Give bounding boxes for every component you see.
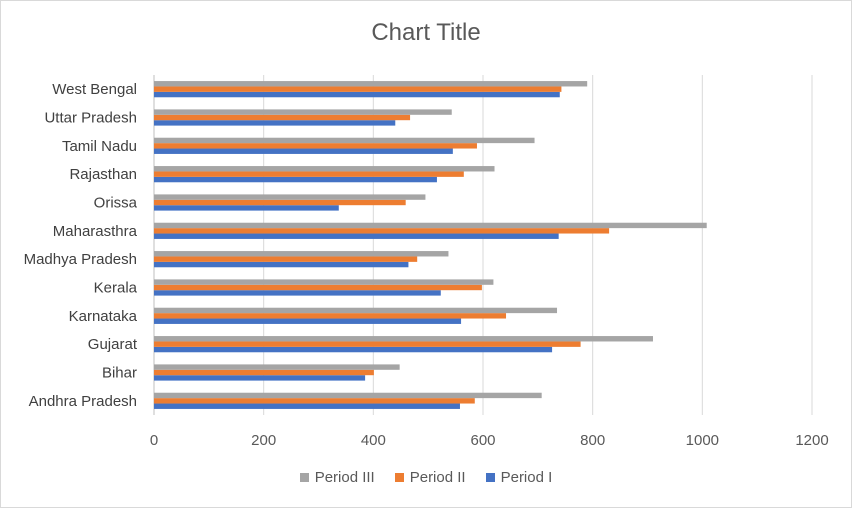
category-label: Maharasthra — [53, 223, 138, 240]
bar-period-ii — [154, 171, 464, 177]
legend-label: Period I — [500, 469, 553, 486]
bar-period-i — [154, 91, 560, 98]
legend-swatch — [485, 473, 495, 482]
x-tick-label: 800 — [580, 432, 605, 449]
bar-period-iii — [154, 81, 588, 87]
bar-period-i — [154, 176, 437, 183]
legend-item: Period III — [299, 469, 375, 486]
category-label: Kerala — [94, 280, 138, 297]
bar-period-ii — [154, 228, 610, 234]
bar-period-iii — [154, 251, 449, 257]
bar-period-i — [154, 290, 441, 296]
legend-swatch — [299, 473, 309, 482]
x-tick-label: 1200 — [795, 432, 828, 449]
bar-period-iii — [154, 194, 426, 200]
legend-item: Period I — [485, 469, 553, 486]
category-label: Tamil Nadu — [62, 138, 137, 155]
bar-period-ii — [154, 398, 475, 404]
category-label: Rajasthan — [69, 166, 137, 183]
bar-period-i — [154, 261, 409, 268]
bar-period-ii — [154, 313, 507, 319]
category-label: Uttar Pradesh — [44, 110, 137, 127]
bar-period-ii — [154, 199, 406, 206]
bar-period-ii — [154, 369, 374, 376]
x-tick-label: 1000 — [686, 432, 719, 449]
bar-period-i — [154, 375, 366, 381]
legend-label: Period III — [314, 469, 375, 486]
bar-period-i — [154, 403, 460, 409]
category-label: Madhya Pradesh — [24, 251, 137, 268]
bar-period-ii — [154, 114, 411, 121]
bar-period-iii — [154, 392, 542, 399]
bar-period-ii — [154, 256, 418, 262]
x-tick-label: 0 — [150, 432, 158, 449]
category-label: Bihar — [102, 365, 137, 382]
bar-period-iii — [154, 222, 707, 229]
bar-period-i — [154, 318, 462, 324]
category-label: Karnataka — [69, 308, 138, 325]
x-tick-label: 400 — [361, 432, 386, 449]
category-label: West Bengal — [52, 81, 137, 98]
legend-label: Period II — [409, 469, 466, 486]
legend-item: Period II — [394, 469, 466, 486]
bar-period-i — [154, 205, 339, 211]
bar-period-ii — [154, 341, 581, 347]
bar-period-i — [154, 233, 559, 239]
bar-period-iii — [154, 364, 400, 370]
bar-period-i — [154, 148, 453, 154]
legend: Period III Period II Period I — [1, 469, 851, 486]
bar-period-iii — [154, 137, 535, 144]
bar-period-iii — [154, 307, 558, 314]
bar-period-iii — [154, 166, 495, 172]
bar-period-iii — [154, 109, 452, 115]
chart-title: Chart Title — [371, 19, 481, 46]
category-label: Andhra Pradesh — [29, 393, 137, 410]
category-label: Orissa — [94, 195, 138, 212]
bar-period-i — [154, 346, 553, 353]
bar-period-ii — [154, 284, 482, 291]
bar-period-iii — [154, 279, 494, 285]
bar-period-iii — [154, 336, 653, 342]
x-tick-label: 200 — [251, 432, 276, 449]
bar-period-ii — [154, 86, 562, 92]
bar-period-ii — [154, 143, 477, 149]
category-label: Gujarat — [88, 336, 138, 353]
bar-period-i — [154, 120, 396, 126]
x-tick-label: 600 — [470, 432, 495, 449]
legend-swatch — [394, 473, 404, 482]
